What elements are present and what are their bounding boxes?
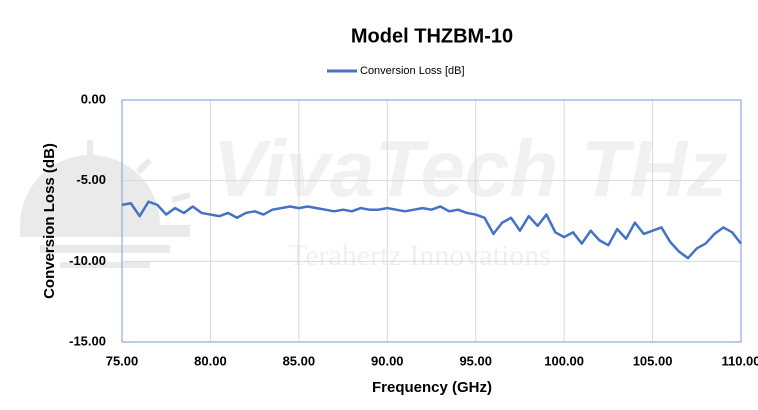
- data-line: [121, 200, 742, 260]
- watermark: VivaTech THz: [213, 124, 727, 213]
- watermark-icon: [20, 140, 191, 268]
- plot-frame: [121, 99, 742, 343]
- y-tick-label: -10.00: [69, 253, 106, 268]
- chart-title: Model THZBM-10: [351, 25, 513, 47]
- y-tick-label: -15.00: [69, 333, 106, 348]
- y-tick-label: -5.00: [76, 172, 106, 187]
- x-tick-label: 95.00: [459, 353, 492, 368]
- x-tick-label: 75.00: [106, 353, 139, 368]
- y-tick-label: 0.00: [81, 91, 106, 106]
- x-tick-label: 85.00: [283, 353, 316, 368]
- watermark-subtitle: Terahertz Innovations: [289, 239, 551, 272]
- x-tick-label: 110.00: [721, 353, 758, 368]
- x-tick-label: 100.00: [544, 353, 584, 368]
- x-tick-label: 105.00: [633, 353, 673, 368]
- x-tick-label: 80.00: [194, 353, 227, 368]
- x-axis-label: Frequency (GHz): [372, 379, 492, 396]
- legend-label: Conversion Loss [dB]: [360, 65, 465, 77]
- x-tick-label: 90.00: [371, 353, 404, 368]
- y-axis-label: Conversion Loss (dB): [41, 143, 58, 299]
